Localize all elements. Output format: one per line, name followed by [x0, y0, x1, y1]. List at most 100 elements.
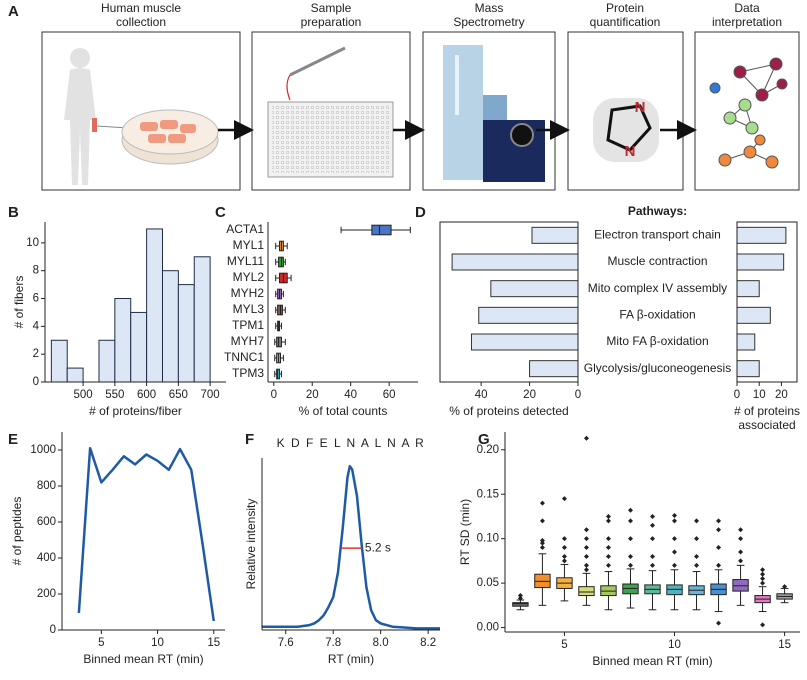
outlier	[694, 553, 700, 559]
outlier	[605, 553, 611, 559]
outlier	[738, 558, 744, 564]
x-tick-label: 0	[734, 389, 740, 401]
line	[77, 446, 215, 622]
x-tick-label: 8.2	[420, 637, 436, 649]
outlier	[738, 527, 744, 533]
category-label: Muscle contraction	[607, 254, 707, 268]
outlier	[605, 518, 611, 524]
x-axis-label: Binned mean RT (min)	[592, 654, 712, 668]
category-label: Electron transport chain	[594, 228, 721, 242]
bar	[470, 333, 579, 351]
line	[262, 464, 440, 630]
outlier	[605, 513, 611, 519]
outlier	[539, 537, 545, 543]
annotation: 5.2 s	[365, 540, 391, 554]
panel-label: D	[415, 204, 426, 221]
x-tick-label: 20	[306, 389, 319, 401]
step-title: Human muscle	[101, 1, 181, 15]
bar	[736, 306, 771, 324]
outlier	[650, 536, 655, 542]
outlier	[760, 622, 766, 628]
outlier	[539, 540, 545, 546]
category-label: TNNC1	[224, 350, 264, 364]
outlier	[716, 545, 722, 551]
y-tick-label: 8	[33, 265, 39, 277]
x-tick-label: 15	[778, 639, 791, 651]
step-title: interpretation	[712, 15, 782, 29]
box	[578, 586, 595, 597]
outlier	[583, 553, 589, 559]
y-tick-label: 6	[33, 293, 39, 305]
step-title: Spectrometry	[453, 15, 524, 29]
outlier	[583, 545, 589, 551]
y-axis-label: RT SD (min)	[458, 499, 472, 565]
y-tick-label: 0.05	[477, 577, 499, 589]
category-label: MYL11	[227, 254, 264, 268]
outlier	[627, 507, 633, 513]
x-axis-label: associated	[738, 418, 795, 432]
step-title: Sample	[311, 1, 352, 15]
y-tick-label: 0	[50, 624, 56, 636]
category-label: TPM3	[232, 366, 264, 380]
x-tick-label: 0	[575, 389, 581, 401]
atom-label: N	[625, 143, 636, 160]
outlier	[716, 518, 722, 524]
x-tick-label: 8.0	[373, 637, 389, 649]
x-tick-label: 60	[383, 389, 396, 401]
category-label: Mito FA β-oxidation	[606, 334, 708, 348]
x-tick-label: 10	[668, 639, 681, 651]
x-axis-label: RT (min)	[328, 652, 374, 666]
bar	[736, 253, 785, 271]
outlier	[561, 558, 567, 564]
category-label: MYL3	[233, 302, 265, 316]
x-tick-label: 7.8	[325, 637, 341, 649]
outlier	[583, 567, 589, 573]
panel-label: B	[8, 204, 19, 221]
category-label: MYL2	[233, 270, 265, 284]
y-tick-label: 600	[37, 516, 56, 528]
y-tick-label: 2	[33, 348, 39, 360]
workflow: A Human muscle collection Sample prepara…	[8, 1, 800, 191]
bar	[736, 333, 756, 351]
quant-icon: N N	[593, 98, 659, 162]
bar	[177, 284, 195, 383]
y-tick-label: 1000	[30, 444, 56, 456]
outlier	[738, 549, 744, 555]
outlier	[650, 562, 655, 568]
y-tick-label: 0	[33, 376, 39, 388]
category-label: TPM1	[232, 318, 264, 332]
bar	[146, 228, 163, 383]
outlier	[561, 545, 567, 551]
outlier	[583, 435, 589, 441]
outlier	[605, 545, 611, 551]
panel-label: A	[8, 3, 19, 20]
outlier	[539, 518, 545, 524]
y-axis-label: Relative intensity	[244, 499, 258, 590]
bar	[451, 253, 579, 271]
x-tick-label: 20	[775, 389, 788, 401]
outlier	[583, 527, 589, 533]
x-axis-label: # of proteins/fiber	[89, 404, 182, 418]
x-tick-label: 20	[523, 389, 536, 401]
muscle-icon	[64, 48, 219, 185]
x-tick-label: 500	[74, 389, 93, 401]
outlier	[650, 553, 655, 559]
bar	[736, 280, 760, 298]
bar	[161, 270, 179, 383]
atom-label: N	[635, 99, 646, 116]
outlier	[627, 562, 633, 568]
y-tick-label: 200	[37, 588, 56, 600]
step-title: preparation	[301, 15, 362, 29]
y-axis-label: # of peptides	[10, 497, 24, 566]
panel-label: F	[245, 431, 254, 448]
box	[371, 224, 392, 236]
ms-icon	[443, 45, 545, 182]
outlier	[517, 595, 523, 601]
y-axis-label: # of fibers	[12, 276, 26, 329]
x-tick-label: 10	[151, 637, 164, 649]
bar	[736, 360, 760, 378]
outlier	[561, 536, 567, 542]
y-tick-label: 10	[26, 237, 39, 249]
sequence: K D F E L N A L N A R	[277, 436, 426, 450]
